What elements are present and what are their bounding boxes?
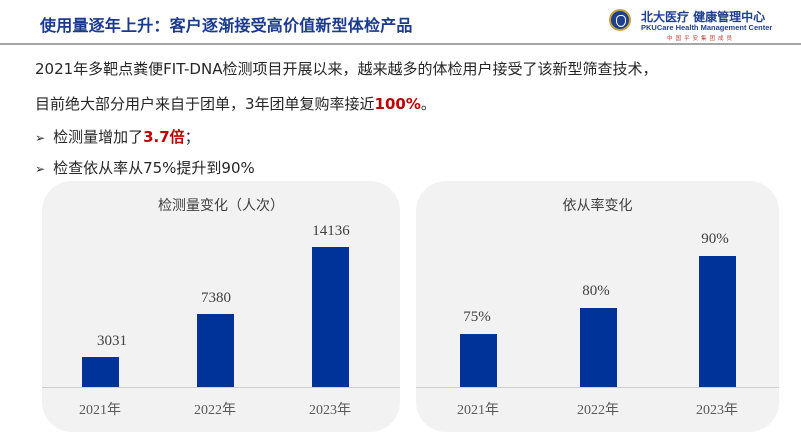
bar-value-label: 14136 [312, 223, 350, 239]
bullet-1-text: 检测量增加了 [53, 128, 144, 146]
volume-growth-highlight: 3.7倍 [143, 128, 185, 146]
repurchase-rate-highlight: 100% [374, 95, 421, 113]
bar-value-label: 80% [582, 283, 610, 299]
bullet-1-suffix: ； [184, 128, 200, 146]
category-label: 2022年 [194, 403, 236, 418]
bullet-item-compliance: ➢ 检查依从率从75%提升到90% [35, 157, 255, 178]
chart-panel-compliance: 依从率变化 75% 2021年 80% 2022年 90% 2023年 [416, 181, 779, 432]
intro-line-2: 目前绝大部分用户来自于团单，3年团单复购率接近100%。 [35, 93, 436, 114]
bar-2023 [699, 256, 736, 387]
bar-value-label: 7380 [201, 290, 231, 306]
arrow-bullet-icon: ➢ [35, 162, 46, 176]
bar-value-label: 90% [701, 231, 729, 247]
header-divider [0, 43, 801, 45]
chart-title: 依从率变化 [562, 198, 633, 214]
bar-2021 [82, 357, 119, 387]
category-label: 2021年 [457, 403, 499, 418]
logo-en-text: PKUCare Health Management Center [641, 23, 773, 32]
bar-2022 [580, 308, 617, 387]
x-axis [416, 387, 779, 388]
page-title: 使用量逐年上升：客户逐渐接受高价值新型体检产品 [40, 16, 413, 35]
intro-line-2-suffix: 。 [420, 95, 436, 113]
bar-2023 [312, 247, 349, 387]
bar-value-label: 75% [463, 309, 491, 325]
intro-line-2-text: 目前绝大部分用户来自于团单，3年团单复购率接近 [35, 95, 375, 113]
logo: 北大医疗 健康管理中心 PKUCare Health Management Ce… [605, 6, 795, 42]
bar-2022 [197, 314, 234, 387]
bullet-item-volume: ➢ 检测量增加了3.7倍； [35, 126, 200, 147]
category-label: 2023年 [696, 403, 738, 418]
logo-cn-text: 北大医疗 健康管理中心 [641, 10, 766, 24]
arrow-bullet-icon: ➢ [35, 131, 46, 145]
intro-line-1: 2021年多靶点粪便FIT-DNA检测项目开展以来，越来越多的体检用户接受了该新… [35, 60, 658, 78]
chart-panel-volume: 检测量变化（人次） 3031 2021年 7380 2022年 14136 20… [42, 181, 400, 432]
chart-title: 检测量变化（人次） [158, 198, 284, 214]
bar-2021 [460, 334, 497, 387]
emblem-icon [609, 9, 631, 31]
bar-value-label: 3031 [97, 333, 127, 349]
category-label: 2023年 [309, 403, 351, 418]
category-label: 2021年 [79, 403, 121, 418]
logo-sub-text: 中国平安集团成员 [667, 36, 736, 42]
bullet-2-text: 检查依从率从75%提升到90% [53, 159, 255, 177]
category-label: 2022年 [577, 403, 619, 418]
x-axis [42, 387, 400, 388]
